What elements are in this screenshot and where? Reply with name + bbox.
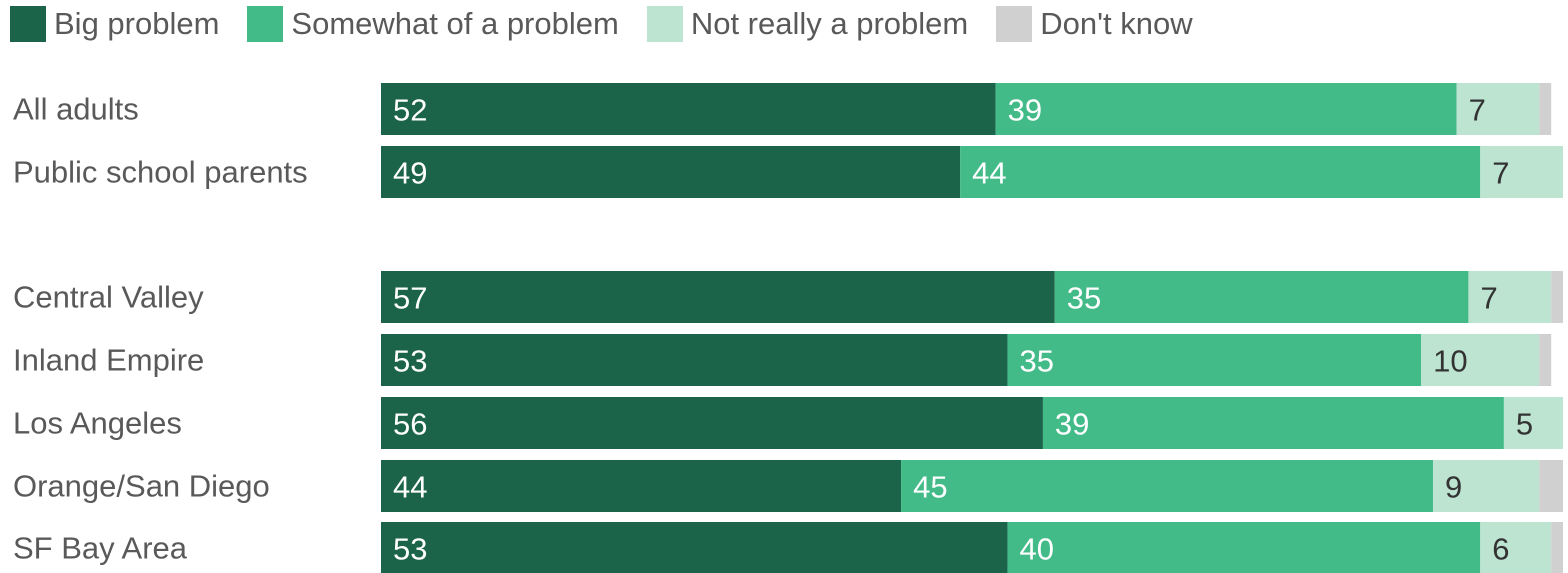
bar-segment-all-adults-not-really-a-problem [1456,83,1540,135]
data-label-orange-san-diego-big-problem: 44 [393,470,427,505]
data-label-public-school-parents-somewhat-of-a-problem: 44 [972,156,1006,191]
bar-segment-los-angeles-big-problem [381,397,1043,449]
data-label-central-valley-big-problem: 57 [393,281,427,316]
bar-segment-central-valley-not-really-a-problem [1468,271,1552,323]
legend-label-not-really: Not really a problem [690,6,969,41]
bar-segment-inland-empire-don-t-know [1539,334,1552,386]
bar-segment-los-angeles-somewhat-of-a-problem [1042,397,1504,449]
legend-label-big-problem: Big problem [54,6,220,41]
bar-segment-sf-bay-area-big-problem [381,522,1008,573]
bar-segment-public-school-parents-somewhat-of-a-problem [960,146,1481,198]
data-label-sf-bay-area-not-really-a-problem: 6 [1492,532,1509,567]
category-label-inland-empire: Inland Empire [13,343,204,378]
data-label-central-valley-not-really-a-problem: 7 [1480,281,1497,316]
data-label-central-valley-somewhat-of-a-problem: 35 [1067,281,1101,316]
legend-swatch-dont-know [996,6,1033,42]
bar-segment-orange-san-diego-big-problem [381,460,902,512]
bar-segment-inland-empire-somewhat-of-a-problem [1007,334,1422,386]
data-label-los-angeles-not-really-a-problem: 5 [1516,407,1533,442]
data-label-inland-empire-big-problem: 53 [393,344,427,379]
bar-segment-sf-bay-area-somewhat-of-a-problem [1007,522,1481,573]
data-label-los-angeles-somewhat-of-a-problem: 39 [1055,407,1089,442]
legend-item-not-really: Not really a problem [646,6,969,42]
bar-segment-los-angeles-not-really-a-problem [1503,397,1563,449]
data-label-sf-bay-area-big-problem: 53 [393,532,427,567]
bar-segment-central-valley-don-t-know [1551,271,1563,323]
bar-segment-orange-san-diego-don-t-know [1539,460,1563,512]
category-label-central-valley: Central Valley [13,280,204,315]
data-label-public-school-parents-big-problem: 49 [393,156,427,191]
bar-segment-public-school-parents-not-really-a-problem [1480,146,1563,198]
data-label-inland-empire-somewhat-of-a-problem: 35 [1019,344,1053,379]
category-label-orange-san-diego: Orange/San Diego [13,469,270,504]
bar-segment-orange-san-diego-somewhat-of-a-problem [901,460,1433,512]
legend-item-big-problem: Big problem [10,6,219,42]
category-label-all-adults: All adults [13,92,139,127]
bar-segment-inland-empire-not-really-a-problem [1421,334,1540,386]
bar-segment-all-adults-big-problem [381,83,996,135]
data-label-all-adults-not-really-a-problem: 7 [1469,93,1486,128]
data-label-all-adults-somewhat-of-a-problem: 39 [1008,93,1042,128]
legend-label-dont-know: Don't know [1040,6,1193,41]
legend-swatch-somewhat [247,6,284,42]
legend-swatch-big-problem [10,6,46,42]
bar-segment-orange-san-diego-not-really-a-problem [1432,460,1540,512]
bar-segment-all-adults-somewhat-of-a-problem [995,83,1457,135]
data-label-sf-bay-area-somewhat-of-a-problem: 40 [1019,532,1053,567]
category-label-los-angeles: Los Angeles [13,406,182,441]
bar-segment-sf-bay-area-not-really-a-problem [1480,522,1552,573]
legend-swatch-not-really [646,6,683,42]
data-label-public-school-parents-not-really-a-problem: 7 [1492,156,1509,191]
data-label-orange-san-diego-somewhat-of-a-problem: 45 [913,470,947,505]
data-label-all-adults-big-problem: 52 [393,93,427,128]
data-label-los-angeles-big-problem: 56 [393,407,427,442]
bar-segment-central-valley-somewhat-of-a-problem [1054,271,1469,323]
bar-segment-central-valley-big-problem [381,271,1055,323]
legend-item-somewhat: Somewhat of a problem [247,6,619,42]
data-label-orange-san-diego-not-really-a-problem: 9 [1445,470,1462,505]
data-label-inland-empire-not-really-a-problem: 10 [1433,344,1467,379]
legend-label-somewhat: Somewhat of a problem [291,6,619,41]
bar-segment-sf-bay-area-don-t-know [1551,522,1563,573]
bar-segment-public-school-parents-big-problem [381,146,961,198]
category-label-public-school-parents: Public school parents [13,155,308,190]
chart-legend: Big problem Somewhat of a problem Not re… [10,5,1221,43]
category-label-sf-bay-area: SF Bay Area [13,531,188,566]
bar-segment-all-adults-don-t-know [1539,83,1552,135]
bar-segment-inland-empire-big-problem [381,334,1008,386]
legend-item-dont-know: Don't know [996,6,1193,42]
